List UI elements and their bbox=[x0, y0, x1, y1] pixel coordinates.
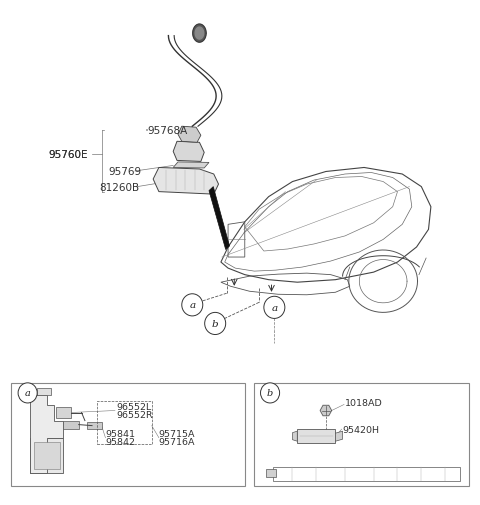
Bar bbox=[97, 401, 152, 444]
Polygon shape bbox=[193, 25, 206, 43]
Text: 95768A: 95768A bbox=[147, 126, 187, 136]
Circle shape bbox=[182, 294, 203, 316]
Polygon shape bbox=[37, 388, 51, 395]
Circle shape bbox=[204, 313, 226, 335]
Polygon shape bbox=[178, 127, 201, 143]
Text: 95760E: 95760E bbox=[48, 150, 88, 160]
Polygon shape bbox=[266, 470, 276, 478]
Text: 95769: 95769 bbox=[109, 167, 142, 177]
Polygon shape bbox=[209, 187, 229, 250]
Bar bbox=[254, 383, 469, 486]
Polygon shape bbox=[336, 431, 343, 441]
Text: 95760E: 95760E bbox=[48, 150, 88, 160]
Polygon shape bbox=[173, 163, 209, 169]
Text: b: b bbox=[212, 319, 218, 328]
Polygon shape bbox=[30, 395, 63, 474]
Text: 95842: 95842 bbox=[106, 437, 135, 446]
Text: a: a bbox=[24, 389, 31, 397]
Text: 95841: 95841 bbox=[106, 429, 135, 438]
Polygon shape bbox=[87, 422, 102, 429]
Text: a: a bbox=[189, 301, 195, 310]
Text: 95715A: 95715A bbox=[159, 429, 195, 438]
Text: 96552R: 96552R bbox=[116, 410, 153, 419]
Polygon shape bbox=[297, 429, 336, 443]
Text: 81260B: 81260B bbox=[99, 182, 139, 192]
Polygon shape bbox=[34, 442, 60, 470]
Text: 96552L: 96552L bbox=[116, 402, 151, 411]
Polygon shape bbox=[320, 406, 332, 416]
Text: a: a bbox=[271, 304, 277, 312]
Polygon shape bbox=[56, 407, 71, 418]
Text: 1018AD: 1018AD bbox=[345, 398, 383, 408]
Circle shape bbox=[261, 383, 280, 403]
Polygon shape bbox=[173, 142, 204, 162]
Polygon shape bbox=[153, 168, 218, 195]
Polygon shape bbox=[63, 421, 79, 429]
Text: 95420H: 95420H bbox=[343, 425, 380, 434]
Polygon shape bbox=[30, 438, 63, 474]
Polygon shape bbox=[292, 431, 297, 441]
Polygon shape bbox=[195, 28, 204, 40]
Circle shape bbox=[264, 297, 285, 319]
Text: 95716A: 95716A bbox=[159, 437, 195, 446]
Circle shape bbox=[18, 383, 37, 403]
Text: b: b bbox=[267, 389, 273, 397]
Bar bbox=[11, 383, 245, 486]
